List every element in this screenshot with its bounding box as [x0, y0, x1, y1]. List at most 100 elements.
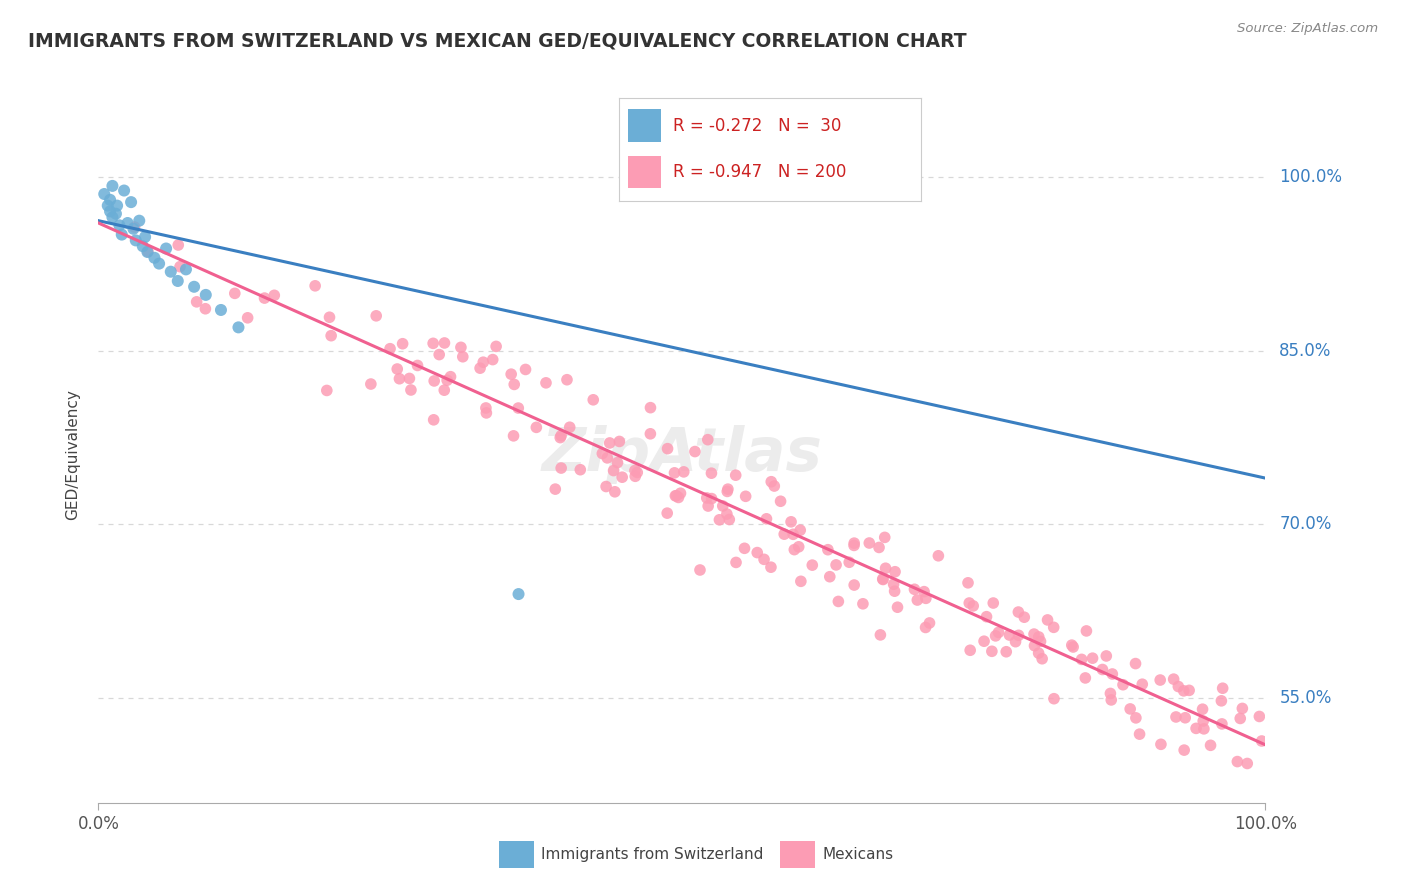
Point	[914, 620, 936, 634]
Point	[558, 420, 581, 434]
Point	[787, 540, 810, 554]
Point	[872, 573, 894, 587]
Point	[858, 536, 880, 550]
Point	[1185, 722, 1208, 736]
Point	[1028, 630, 1050, 644]
Point	[472, 355, 495, 369]
Point	[515, 362, 537, 376]
Point	[174, 262, 197, 277]
Point	[1191, 702, 1213, 716]
Point	[1174, 711, 1197, 725]
Text: Mexicans: Mexicans	[823, 847, 894, 862]
Point	[1149, 673, 1171, 687]
Text: Source: ZipAtlas.com: Source: ZipAtlas.com	[1237, 22, 1378, 36]
Text: ZipAtlas: ZipAtlas	[541, 425, 823, 484]
Point	[186, 294, 208, 309]
Point	[388, 372, 411, 386]
Point	[143, 251, 166, 265]
Point	[524, 420, 547, 434]
Text: IMMIGRANTS FROM SWITZERLAND VS MEXICAN GED/EQUIVALENCY CORRELATION CHART: IMMIGRANTS FROM SWITZERLAND VS MEXICAN G…	[28, 31, 967, 50]
Point	[108, 219, 131, 233]
Point	[668, 491, 690, 505]
Point	[451, 350, 474, 364]
Point	[422, 413, 444, 427]
Point	[1167, 680, 1189, 694]
Point	[683, 444, 706, 458]
Point	[101, 211, 124, 225]
Point	[624, 469, 647, 483]
Point	[1150, 737, 1173, 751]
Point	[1070, 652, 1092, 666]
Point	[128, 213, 150, 227]
Point	[1031, 651, 1053, 665]
Point	[903, 582, 925, 597]
Point	[1211, 717, 1233, 731]
Point	[716, 507, 738, 521]
Point	[134, 230, 156, 244]
Point	[1074, 671, 1097, 685]
Point	[612, 470, 634, 484]
Point	[718, 512, 741, 526]
Point	[406, 359, 429, 373]
Point	[1163, 672, 1185, 686]
Point	[716, 484, 738, 499]
Point	[1081, 651, 1104, 665]
Point	[508, 587, 530, 601]
Point	[550, 461, 572, 475]
Point	[1101, 667, 1123, 681]
Point	[1232, 701, 1254, 715]
Point	[711, 499, 734, 513]
Point	[304, 278, 326, 293]
Point	[550, 428, 572, 442]
Point	[603, 484, 626, 499]
Point	[780, 515, 803, 529]
Point	[697, 499, 720, 513]
Point	[825, 558, 848, 572]
Point	[1112, 678, 1135, 692]
Point	[318, 310, 340, 325]
Point	[111, 227, 134, 242]
Point	[868, 541, 890, 555]
Point	[844, 578, 866, 592]
Point	[378, 342, 401, 356]
Point	[475, 406, 498, 420]
Point	[842, 538, 865, 552]
Point	[624, 463, 647, 477]
Point	[962, 599, 984, 613]
Point	[1199, 739, 1222, 753]
Point	[956, 575, 979, 590]
Point	[468, 361, 491, 376]
Point	[987, 625, 1010, 640]
Point	[734, 489, 756, 503]
Point	[236, 310, 259, 325]
Point	[315, 384, 337, 398]
Point	[905, 593, 928, 607]
Point	[1024, 639, 1046, 653]
Point	[984, 629, 1007, 643]
Point	[398, 371, 420, 385]
Point	[773, 527, 796, 541]
Point	[450, 340, 472, 354]
Point	[838, 555, 860, 569]
Point	[555, 373, 578, 387]
Point	[883, 577, 905, 591]
Point	[117, 216, 139, 230]
Text: 100.0%: 100.0%	[1279, 168, 1343, 186]
Point	[1036, 613, 1059, 627]
Point	[886, 600, 908, 615]
Point	[875, 561, 897, 575]
Point	[194, 288, 217, 302]
Point	[669, 486, 692, 500]
Point	[626, 466, 648, 480]
Point	[606, 456, 628, 470]
Text: 70.0%: 70.0%	[1279, 516, 1331, 533]
Point	[602, 464, 624, 478]
Point	[159, 265, 181, 279]
Point	[1091, 663, 1114, 677]
Point	[423, 374, 446, 388]
Point	[433, 335, 456, 350]
Point	[481, 352, 503, 367]
Point	[485, 339, 508, 353]
Point	[97, 199, 120, 213]
Point	[387, 362, 409, 376]
